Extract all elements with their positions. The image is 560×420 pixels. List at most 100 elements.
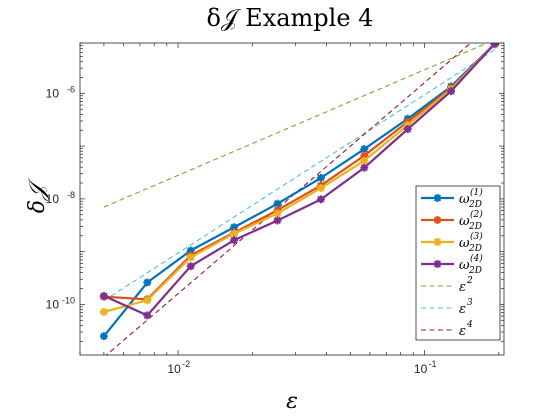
series-4-point-10: [490, 43, 499, 49]
legend-name-6: ε: [459, 302, 466, 317]
series-4-point-1-core: [101, 293, 107, 299]
legend-marker-2: [433, 216, 442, 224]
series-1-line: [103, 43, 496, 337]
series-1-point-6: [316, 173, 325, 182]
series-4-point-6-core: [318, 196, 324, 202]
legend-sub-1: 2D: [468, 200, 482, 210]
legend-name-1: ω: [459, 192, 470, 207]
series-3-point-1: [99, 307, 108, 316]
y-tick-exp-2: -8: [67, 190, 75, 200]
series-3-line: [103, 43, 496, 314]
series-4-point-4-core: [231, 237, 237, 243]
series-1-point-6-core: [318, 175, 324, 181]
series-1-point-2-core: [144, 279, 150, 286]
series-4-point-7: [360, 163, 369, 172]
series-1-point-1-core: [101, 333, 107, 339]
legend-sup-7: 4: [466, 320, 473, 330]
y-axis-label: δ𝒥: [25, 177, 50, 213]
legend-sub-2: 2D: [468, 222, 482, 232]
series-3-point-3-core: [188, 254, 194, 260]
series-3-point-2: [143, 296, 152, 305]
legend-name-5: ε: [459, 280, 466, 295]
series-4-point-8: [403, 125, 412, 134]
series-5-line: [103, 43, 489, 208]
y-tick-exp-1: -10: [62, 295, 75, 305]
series-1-point-7-core: [361, 146, 367, 152]
y-tick-label-2: 10: [46, 192, 60, 206]
legend-name-3: ω: [459, 236, 470, 251]
x-tick-label-1: 10: [167, 362, 181, 376]
series-4-point-3: [186, 262, 195, 271]
legend-sup-5: 2: [466, 276, 473, 286]
series-5: [103, 43, 489, 208]
legend-marker-4-core: [434, 261, 441, 267]
series-3-point-6-core: [318, 185, 324, 191]
series-3-point-6: [316, 184, 325, 193]
legend-entry-4: ω (4) 2D: [421, 253, 483, 276]
series-3-point-3: [186, 253, 195, 262]
series-6-line: [103, 49, 495, 302]
legend-sup-4: (4): [470, 253, 483, 264]
series-4-point-2-core: [144, 312, 150, 318]
series-4-point-1: [99, 291, 108, 300]
legend-entry-1: ω (1) 2D: [421, 187, 483, 210]
x-tick-exp-1: -2: [182, 359, 190, 369]
series-4-point-9-core: [448, 88, 454, 94]
legend-sub-4: 2D: [468, 266, 482, 276]
series-4-point-3-core: [188, 263, 194, 269]
series-4-point-8-core: [405, 126, 411, 132]
series-1-point-7: [360, 145, 369, 154]
series-4: [99, 43, 499, 320]
series-4-point-4: [230, 236, 239, 245]
legend-marker-2-core: [434, 217, 441, 223]
legend-sup-2: (2): [470, 209, 483, 220]
legend-entry-3: ω (3) 2D: [421, 231, 483, 254]
series-1-point-1: [99, 332, 108, 341]
y-tick-label-1: 10: [46, 297, 60, 311]
series-4-point-10-core: [491, 43, 498, 47]
y-tick-exp-3: -6: [67, 84, 75, 94]
series-6: [103, 49, 495, 302]
series-2-point-7-core: [361, 153, 367, 159]
series-4-line: [103, 43, 496, 317]
y-tick-label-3: 10: [46, 86, 60, 100]
legend-marker-1-core: [434, 195, 441, 201]
series-1-point-5: [273, 199, 282, 208]
series-4-point-9: [447, 87, 456, 96]
series-4-point-5-core: [274, 217, 281, 224]
series-4-point-7-core: [361, 165, 367, 171]
series-4-point-2: [143, 311, 152, 320]
series-3-point-4: [230, 229, 239, 238]
legend-marker-3-core: [434, 239, 441, 245]
series-4-point-6: [316, 195, 325, 204]
series-layer: [99, 43, 499, 355]
legend-marker-3: [433, 238, 442, 246]
series-1-point-3-core: [188, 247, 194, 254]
series-3-point-2-core: [144, 297, 150, 303]
legend-sup-6: 3: [467, 298, 473, 308]
series-3-point-5-core: [274, 210, 281, 217]
legend-sup-1: (1): [470, 187, 483, 198]
series-3-point-1-core: [101, 309, 107, 315]
chart-title: δ𝒥 Example 4: [207, 4, 374, 32]
legend-sub-3: 2D: [468, 244, 482, 254]
legend-marker-4: [433, 260, 442, 268]
legend-name-2: ω: [459, 214, 470, 229]
legend-marker-1: [433, 194, 442, 202]
series-3-point-7: [360, 156, 369, 165]
series-1-point-5-core: [274, 201, 281, 207]
x-tick-label-2: 10: [414, 362, 428, 376]
x-tick-exp-2: -1: [429, 359, 437, 369]
series-1-point-4-core: [231, 224, 237, 230]
series-3-point-4-core: [231, 230, 237, 237]
legend-name-4: ω: [459, 258, 470, 273]
legend: ω (1)2Dω (2)2Dω (3)2Dω (4)2Dε 2ε 3ε 4: [415, 185, 501, 341]
series-1-point-2: [143, 278, 152, 287]
legend-entry-2: ω (2) 2D: [421, 209, 483, 232]
legend-sup-3: (3): [470, 231, 483, 242]
